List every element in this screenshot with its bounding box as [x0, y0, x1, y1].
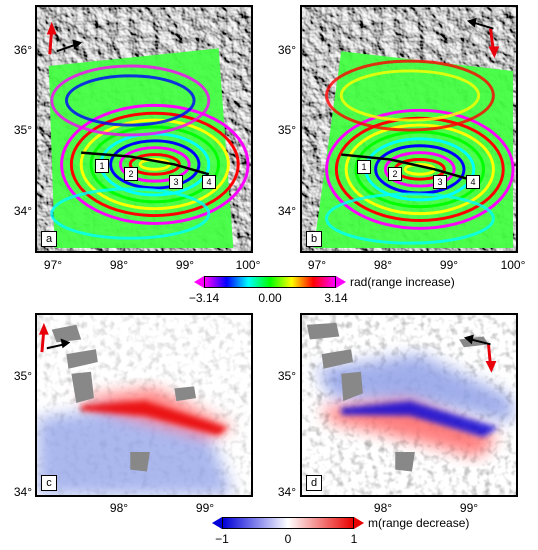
x-tick-top-right-4: 100°	[500, 258, 526, 272]
colorbar-bottom-tick-3: 1	[350, 532, 358, 546]
interferogram-panel-a: 1 2 3 4 a	[35, 5, 253, 253]
y-tick-bottom-right-2: 34°	[277, 485, 296, 499]
colorbar-top-bar	[204, 276, 336, 288]
panel-letter-c: c	[41, 475, 57, 491]
segment-label-2: 2	[124, 167, 138, 181]
y-tick-bottom-left-1: 35°	[13, 369, 32, 383]
interferogram-panel-b: 1 2 3 4 b	[300, 5, 518, 253]
x-tick-top-left-3: 99°	[175, 258, 195, 272]
colorbar-bottom-title: m(range decrease)	[368, 516, 470, 530]
segment-label-3: 3	[433, 175, 447, 189]
colorbar-top-title: rad(range increase)	[350, 275, 455, 289]
colorbar-bottom-arrow-left	[212, 517, 222, 529]
colorbar-top-tick-2: 0.00	[258, 291, 282, 305]
colorbar-top-arrow-right	[336, 276, 346, 288]
segment-label-3: 3	[169, 175, 183, 189]
masked-areas	[51, 324, 197, 472]
x-tick-top-left-1: 97°	[43, 258, 63, 272]
y-tick-top-left-1: 36°	[13, 43, 32, 57]
panel-letter-a: a	[41, 231, 57, 247]
colorbar-bottom-tick-2: 0	[284, 532, 292, 546]
x-tick-bottom-left-2: 99°	[195, 501, 215, 515]
masked-areas	[306, 322, 489, 472]
segment-label-4: 4	[202, 175, 216, 189]
fault-rupture-zone	[81, 401, 229, 436]
x-tick-bottom-right-2: 99°	[459, 501, 479, 515]
y-tick-top-right-2: 35°	[277, 123, 296, 137]
y-tick-top-right-1: 36°	[277, 43, 296, 57]
negative-displacement-lobe	[316, 354, 514, 423]
flight-direction-arrow-icon	[466, 17, 500, 59]
y-tick-top-right-3: 34°	[277, 204, 296, 218]
look-direction-arrow-icon	[38, 322, 71, 353]
flight-direction-arrow-icon	[46, 21, 83, 55]
fringe-pattern	[325, 59, 515, 245]
x-tick-top-right-1: 97°	[307, 258, 327, 272]
colorbar-bottom-bar	[222, 517, 354, 529]
panel-letter-b: b	[306, 231, 322, 247]
x-tick-bottom-left-1: 98°	[109, 501, 129, 515]
y-tick-bottom-left-2: 34°	[13, 485, 32, 499]
x-tick-top-left-4: 100°	[235, 258, 261, 272]
fault-rupture-zone	[341, 401, 499, 438]
panel-letter-d: d	[306, 475, 322, 491]
segment-label-1: 1	[357, 160, 371, 174]
y-tick-top-left-2: 35°	[13, 123, 32, 137]
colorbar-top-arrow-left	[194, 276, 204, 288]
colorbar-bottom-tick-1: −1	[215, 532, 229, 546]
x-tick-top-right-3: 99°	[439, 258, 459, 272]
colorbar-bottom-arrow-right	[354, 517, 364, 529]
x-tick-top-right-2: 98°	[373, 258, 393, 272]
segment-label-2: 2	[388, 167, 402, 181]
fault-trace	[81, 151, 210, 176]
x-tick-top-left-2: 98°	[109, 258, 129, 272]
segment-label-1: 1	[95, 159, 109, 173]
look-direction-arrow-icon	[463, 334, 497, 373]
displacement-panel-d: d	[300, 313, 518, 497]
y-tick-bottom-right-1: 35°	[277, 369, 296, 383]
x-tick-bottom-right-1: 98°	[373, 501, 393, 515]
colorbar-top-tick-1: −3.14	[188, 291, 220, 305]
y-tick-top-left-3: 34°	[13, 204, 32, 218]
displacement-panel-c: c	[35, 313, 253, 497]
segment-label-4: 4	[466, 175, 480, 189]
fault-trace	[341, 153, 470, 181]
colorbar-top-tick-3: 3.14	[324, 291, 348, 305]
